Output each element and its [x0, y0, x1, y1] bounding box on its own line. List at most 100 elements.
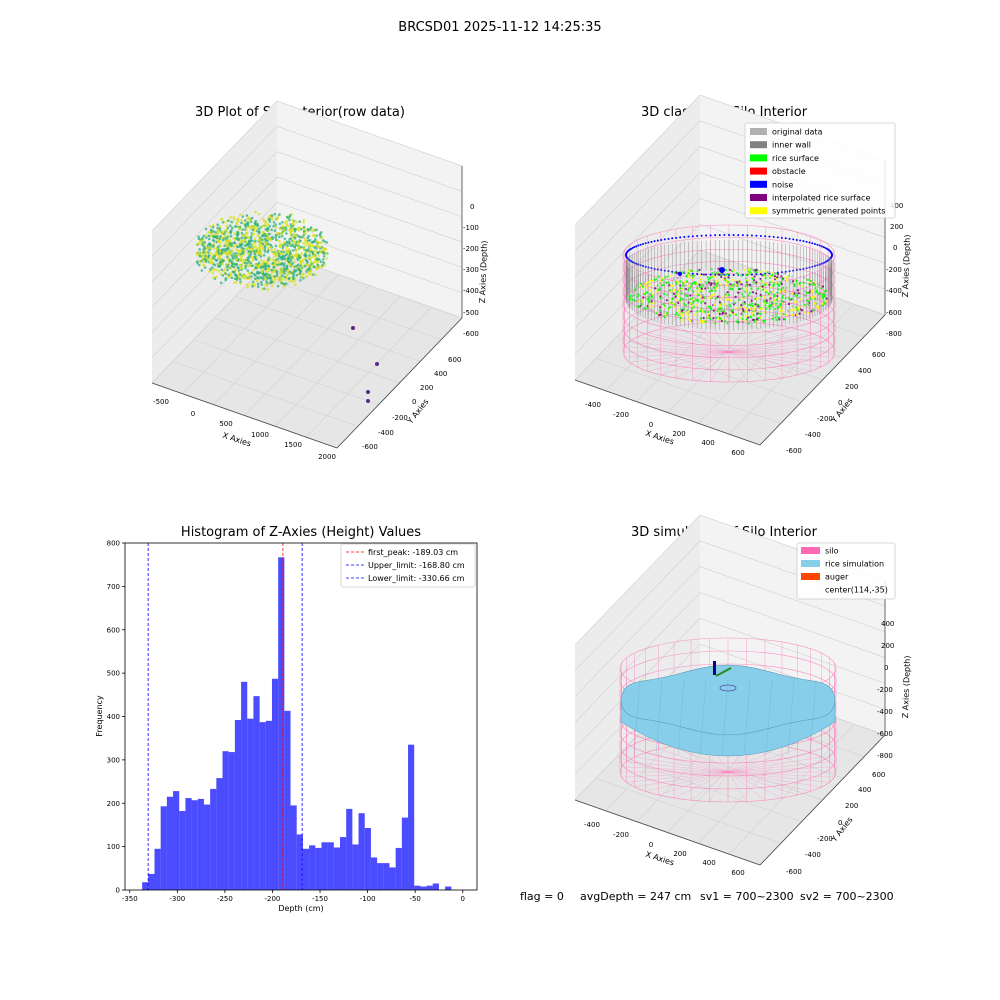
surface-point: [783, 317, 786, 321]
surface-point: [759, 286, 762, 289]
grid-line: [151, 176, 463, 308]
surface-point: [722, 283, 725, 287]
noise-point: [732, 234, 735, 237]
surface-point: [756, 320, 759, 323]
surface-point: [726, 273, 729, 276]
surface-point: [649, 298, 653, 301]
surface-point: [675, 291, 678, 294]
hist-bar: [216, 778, 223, 890]
surface-point: [643, 283, 647, 286]
surface-point: [659, 280, 662, 283]
noise-point: [732, 273, 735, 276]
surface-point: [717, 307, 720, 310]
hist-bar: [340, 837, 347, 890]
silo-floor-line: [658, 748, 729, 773]
auger-arm: [715, 667, 732, 677]
raw-point: [203, 241, 207, 244]
raw-point: [229, 267, 232, 270]
surface-point: [637, 293, 640, 296]
raw-point: [284, 278, 287, 281]
surface-point: [705, 306, 708, 310]
raw-point: [281, 220, 284, 224]
raw-point: [208, 258, 211, 262]
surface-point: [689, 319, 692, 323]
raw-point: [239, 263, 242, 267]
raw-point: [209, 243, 212, 247]
raw-point: [231, 262, 234, 266]
raw-point: [262, 273, 265, 276]
raw-point: [273, 212, 277, 216]
raw-point: [282, 267, 286, 270]
raw-point: [218, 225, 222, 228]
footer-avg-depth: avgDepth = 247 cm: [580, 890, 691, 903]
surface-point: [736, 281, 739, 285]
hist-bar: [309, 845, 316, 890]
silo-floor-line: [728, 351, 834, 358]
surface-point: [682, 298, 685, 301]
raw-points: [195, 210, 379, 403]
raw-point: [241, 215, 245, 218]
raw-point: [283, 269, 286, 273]
surface-point: [638, 299, 641, 302]
raw-point: [270, 281, 273, 284]
sim-xtick: 0: [649, 841, 653, 849]
raw-point: [280, 279, 283, 282]
raw-point: [310, 244, 314, 248]
surface-point: [747, 268, 751, 272]
surface-point: [666, 281, 669, 284]
surface-point: [795, 300, 798, 303]
surface-point: [629, 294, 632, 297]
surface-point: [713, 303, 716, 306]
rice-top: [620, 664, 836, 736]
silo-floor-line: [673, 771, 729, 799]
hist-x-ticks: -350 -300 -250 -200 -150 -100 -50 0: [122, 890, 465, 903]
silo-floor-line: [709, 771, 729, 802]
raw-point: [286, 273, 289, 276]
auger-base: [719, 684, 737, 692]
hist-xtick-label: -100: [360, 895, 376, 903]
sim-ytick: 200: [845, 802, 858, 810]
surface-point: [710, 294, 713, 297]
raw-point: [268, 220, 272, 223]
surface-point: [776, 276, 779, 279]
raw-point: [291, 265, 295, 268]
surface-point: [641, 300, 644, 303]
raw-point: [245, 214, 249, 217]
raw-y-ticks: -600 -400 -200 0 200 400 600: [362, 356, 461, 451]
raw-point: [325, 257, 328, 260]
surface-point: [779, 290, 782, 293]
raw-point: [317, 266, 320, 270]
surface-point: [652, 293, 655, 296]
silo-floor-line: [728, 323, 766, 353]
surface-point: [672, 302, 675, 305]
surface-point: [774, 295, 778, 298]
raw-zlabel: Z Axies (Depth): [478, 240, 489, 303]
surface-point: [692, 274, 695, 277]
hist-bar: [327, 842, 334, 890]
surface-point: [716, 270, 720, 273]
surface-point: [660, 277, 664, 280]
surface-point: [687, 310, 690, 313]
hist-bar: [222, 751, 229, 890]
surface-point: [769, 297, 772, 300]
raw-point: [240, 221, 243, 225]
noise-point: [746, 234, 749, 237]
hist-bar: [210, 788, 217, 890]
surface-point: [752, 277, 755, 280]
surface-point: [773, 299, 776, 302]
raw-point: [296, 227, 300, 230]
surface-point: [699, 317, 703, 320]
raw-point: [242, 258, 246, 262]
surface-point: [666, 292, 670, 295]
surface-point: [639, 282, 643, 286]
raw-point: [307, 270, 310, 274]
axis-y: [759, 314, 886, 446]
raw-point: [303, 237, 306, 240]
surface-point: [700, 289, 703, 292]
surface-point: [674, 313, 677, 316]
surface-point: [729, 305, 732, 308]
raw-point: [319, 260, 323, 264]
raw-point: [249, 264, 252, 267]
surface-point: [746, 278, 749, 282]
noise-point: [830, 253, 833, 256]
